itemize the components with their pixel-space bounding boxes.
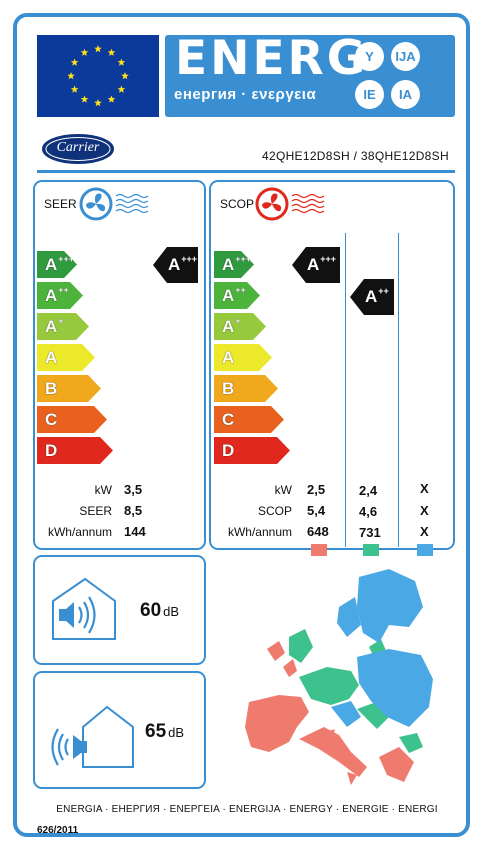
zone-average-kw: 2,4 (359, 483, 378, 498)
heating-class-bar: A (214, 344, 272, 371)
eu-star (80, 48, 89, 56)
indoor-noise-value: 60 (140, 600, 162, 621)
cooling-class-bar-letter: D (45, 440, 58, 460)
heating-class-bar-letter: A (222, 347, 235, 367)
zone-warmer-annum: 648 (307, 524, 329, 539)
cooling-class-bar-letter: A (45, 254, 58, 274)
zone-average-scop: 4,6 (359, 504, 378, 519)
outdoor-noise-value: 65 (145, 721, 167, 742)
indoor-unit-icon (49, 575, 119, 646)
indoor-noise-unit: dB (163, 604, 180, 619)
heating-class-bar-sup: + (235, 315, 241, 326)
europe-climate-map (239, 567, 439, 797)
cooling-class-bar: A (37, 344, 95, 371)
heating-fan-icon (255, 186, 335, 227)
cooling-class-bar-letter: A (45, 316, 58, 336)
cooling-class-bar-letter: A (45, 285, 58, 305)
energy-title: ENERG (175, 31, 369, 86)
zone-colder-swatch (417, 544, 433, 556)
outdoor-noise-reading: 65 dB (145, 721, 184, 743)
heating-class-bar-sup: +++ (235, 253, 252, 264)
eu-star (70, 85, 79, 93)
language-badge-ie: IE (355, 80, 384, 109)
heating-row-label-scop: SCOP (257, 504, 292, 518)
eu-star (117, 58, 126, 66)
zone-average-annum: 731 (359, 525, 381, 540)
cooling-class-letter: A (168, 255, 181, 274)
eu-star (80, 95, 89, 103)
heating-class-bar-letter: C (222, 409, 235, 429)
zone-divider-1 (345, 233, 346, 547)
carrier-logo-text: Carrier (56, 140, 100, 155)
eu-star (94, 45, 102, 53)
heating-row-label-annum: kWh/annum (227, 525, 292, 539)
cooling-class-bar: D (37, 437, 113, 464)
heating-class-bar: D (214, 437, 290, 464)
outdoor-noise-unit: dB (168, 725, 185, 740)
cooling-row-value-annum: 144 (124, 524, 146, 539)
regulation-number: 626/2011 (37, 825, 79, 836)
eu-star (70, 58, 79, 66)
cooling-class-bar-letter: B (45, 378, 58, 398)
heating-class-bar: C (214, 406, 284, 433)
zone-warmer-scop: 5,4 (307, 503, 326, 518)
heating-class-bar-letter: A (222, 316, 235, 336)
heating-average-letter: A (365, 287, 378, 306)
cooling-row-label-annum: kWh/annum (47, 525, 112, 539)
heating-class-bar-sup: ++ (235, 284, 246, 295)
cooling-class-bar-letter: C (45, 409, 58, 429)
cooling-class-bar-sup: ++ (58, 284, 69, 295)
cooling-row-label-seer: SEER (79, 504, 112, 518)
zone-colder-annum: X (420, 524, 429, 539)
eu-star (117, 85, 126, 93)
outdoor-noise-panel: 65 dB (33, 671, 206, 789)
indoor-noise-panel: 60 dB (33, 555, 206, 665)
eu-star (121, 72, 129, 80)
cooling-row-label-kw: kW (94, 483, 112, 497)
energy-subtitle: енергия · ενεργεια (174, 86, 317, 103)
zone-warmer-kw: 2,5 (307, 482, 326, 497)
eu-star (94, 99, 102, 107)
cooling-fan-icon (79, 186, 159, 227)
cooling-class-bar-sup: + (58, 315, 64, 326)
eu-star (107, 48, 116, 56)
zone-average-swatch (363, 544, 379, 556)
heating-class-bar-letter: B (222, 378, 235, 398)
cooling-class-bar-letter: A (45, 347, 58, 367)
heating-average-sup: ++ (378, 286, 389, 296)
model-number: 42QHE12D8SH / 38QHE12D8SH (262, 149, 449, 163)
language-badge-ija: IJA (391, 42, 420, 71)
zone-warmer-swatch (311, 544, 327, 556)
energy-label-frame: ENERG енергия · ενεργεια Y IJA IE IA Car… (13, 13, 470, 837)
heating-class-bar-letter: A (222, 285, 235, 305)
zone-colder-scop: X (420, 503, 429, 518)
heating-class-bar-letter: A (222, 254, 235, 274)
zone-divider-2 (398, 233, 399, 547)
heating-class-bar: B (214, 375, 278, 402)
eu-star (107, 95, 116, 103)
heating-warmer-sup: +++ (320, 254, 337, 264)
footer-languages: ENERGIA · ЕНЕРГИЯ · ΕΝΕΡΓΕΙΑ · ENERGIJA … (56, 804, 438, 815)
cooling-class-bar-sup: +++ (58, 253, 75, 264)
cooling-row-value-seer: 8,5 (124, 503, 143, 518)
heating-warmer-letter: A (307, 255, 320, 274)
zone-colder-kw: X (420, 481, 429, 496)
cooling-class-sup: +++ (181, 254, 198, 264)
outdoor-unit-icon (49, 693, 139, 774)
carrier-logo: Carrier (41, 133, 115, 165)
heating-row-label-kw: kW (274, 483, 292, 497)
language-badge-ia: IA (391, 80, 420, 109)
cooling-row-value-kw: 3,5 (124, 482, 143, 497)
heating-label: SCOP (220, 197, 255, 211)
indoor-noise-reading: 60 dB (140, 600, 179, 622)
heating-class-bar-letter: D (222, 440, 235, 460)
header-divider (37, 170, 455, 173)
cooling-class-bar: C (37, 406, 107, 433)
eu-star (67, 72, 75, 80)
language-badge-y: Y (355, 42, 384, 71)
cooling-label: SEER (44, 197, 77, 211)
eu-flag (37, 35, 159, 117)
cooling-class-bar: B (37, 375, 101, 402)
